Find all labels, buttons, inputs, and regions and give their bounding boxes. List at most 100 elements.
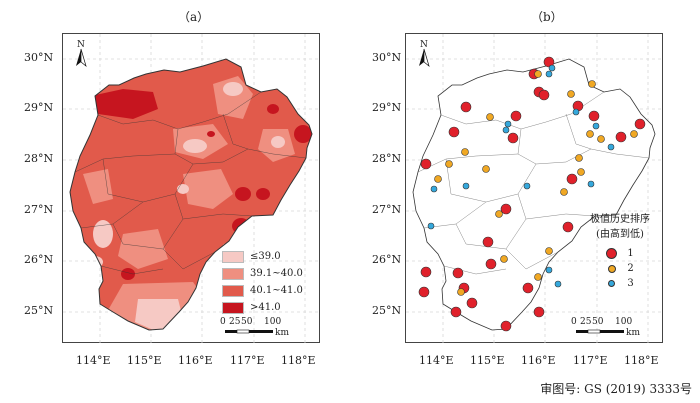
scale-bar (225, 329, 273, 334)
lon-label-116: 116°E (178, 354, 213, 367)
station-rank-3-marker (548, 64, 556, 72)
station-rank-1-marker (420, 158, 432, 170)
legend-a-item: ≤39.0 (222, 248, 303, 265)
station-rank-3-marker (545, 70, 553, 78)
station-rank-3-marker (523, 182, 531, 190)
station-rank-2-marker (630, 130, 638, 138)
station-rank-2-marker (482, 165, 490, 173)
station-rank-2-marker (577, 168, 585, 176)
legend-swatch (222, 284, 244, 297)
legend-a-item: >41.0 (222, 299, 303, 316)
station-rank-3-marker (462, 182, 470, 190)
province-outline (69, 58, 313, 331)
prefecture-boundaries (74, 91, 307, 275)
legend-b-label: 1 (627, 248, 634, 259)
station-rank-1-marker (482, 236, 494, 248)
rank-2-marker-icon (608, 264, 617, 273)
station-rank-1-marker (538, 89, 550, 101)
station-rank-1-marker (452, 267, 464, 279)
station-rank-3-marker (554, 280, 562, 288)
station-rank-2-marker (534, 70, 542, 78)
rank-1-marker-icon (606, 248, 618, 259)
legend-b-item: 2 (580, 261, 660, 276)
scale-tick-25: 25 (580, 317, 592, 327)
scale-tick-100: 100 (615, 317, 633, 327)
station-rank-2-marker (445, 160, 453, 168)
station-rank-3-marker (592, 122, 600, 130)
scale-unit: km (275, 328, 289, 338)
north-label: N (77, 40, 85, 50)
legend-b-item: 1 (580, 246, 660, 261)
legend-a-item: 39.1~40.0 (222, 265, 303, 282)
legend-b-title-line2: (由高到低) (596, 229, 644, 240)
panel-b-title: （b） (531, 10, 563, 24)
station-rank-1-marker (485, 258, 497, 270)
station-rank-2-marker (567, 90, 575, 98)
station-rank-1-marker (510, 110, 522, 122)
scale-unit: km (626, 328, 640, 338)
station-rank-3-marker (587, 180, 595, 188)
lon-label-115: 115°E (470, 354, 505, 367)
lat-label-28: 28°N (372, 152, 402, 165)
station-rank-2-marker (461, 148, 469, 156)
station-rank-2-marker (500, 255, 508, 263)
lat-label-27: 27°N (24, 203, 54, 216)
station-rank-1-marker (500, 203, 512, 215)
scale-tick-0: 0 (571, 317, 577, 327)
legend-a-label: >41.0 (250, 302, 281, 313)
station-rank-1-marker (522, 282, 534, 294)
station-rank-1-marker (615, 131, 627, 143)
station-rank-2-marker (434, 175, 442, 183)
scale-tick-100: 100 (264, 317, 282, 327)
legend-a-label: 40.1~41.0 (250, 285, 303, 296)
station-rank-1-marker (448, 126, 460, 138)
north-arrow-icon (76, 48, 87, 67)
legend-a-label: ≤39.0 (250, 251, 281, 262)
lat-label-29: 29°N (24, 101, 54, 114)
legend-swatch (222, 267, 244, 280)
station-markers (418, 56, 646, 332)
scale-tick-0: 0 (220, 317, 226, 327)
rank-3-marker-icon (608, 280, 616, 287)
lat-label-30: 30°N (24, 51, 54, 64)
station-rank-1-marker (450, 306, 462, 318)
station-rank-2-marker (560, 188, 568, 196)
map-approval-credit: 审图号: GS (2019) 3333号 (540, 382, 692, 396)
legend-b-title-line1: 极值历史排序 (590, 214, 650, 225)
station-rank-2-marker (486, 113, 494, 121)
station-rank-3-marker (427, 222, 435, 230)
legend-swatch (222, 301, 244, 314)
lat-label-30: 30°N (372, 51, 402, 64)
station-rank-1-marker (507, 132, 519, 144)
station-rank-1-marker (500, 320, 512, 332)
station-rank-1-marker (588, 110, 600, 122)
legend-b-label: 2 (627, 263, 634, 274)
station-rank-2-marker (575, 154, 583, 162)
lon-label-118: 118°E (281, 354, 316, 367)
lon-label-117: 117°E (573, 354, 608, 367)
station-rank-3-marker (502, 126, 510, 134)
station-rank-1-marker (460, 101, 472, 113)
lon-label-114: 114°E (419, 354, 454, 367)
north-label: N (420, 40, 428, 50)
scale-bar (576, 329, 624, 334)
legend-a-item: 40.1~41.0 (222, 282, 303, 299)
lat-label-29: 29°N (372, 101, 402, 114)
lat-label-26: 26°N (24, 253, 54, 266)
station-rank-2-marker (457, 288, 465, 296)
scale-tick-50: 50 (592, 317, 604, 327)
scale-tick-50: 50 (241, 317, 253, 327)
panel-b-map: N 0 25 50 100 km (405, 33, 664, 344)
station-rank-1-marker (533, 306, 545, 318)
station-rank-2-marker (588, 80, 596, 88)
station-rank-2-marker (495, 210, 503, 218)
lon-label-114: 114°E (76, 354, 111, 367)
station-rank-1-marker (562, 221, 574, 233)
legend-b-label: 3 (627, 278, 634, 289)
lat-label-26: 26°N (372, 253, 402, 266)
lat-label-27: 27°N (372, 203, 402, 216)
station-rank-2-marker (586, 130, 594, 138)
lon-label-117: 117°E (230, 354, 265, 367)
station-rank-1-marker (566, 173, 578, 185)
legend-swatch (222, 250, 244, 263)
